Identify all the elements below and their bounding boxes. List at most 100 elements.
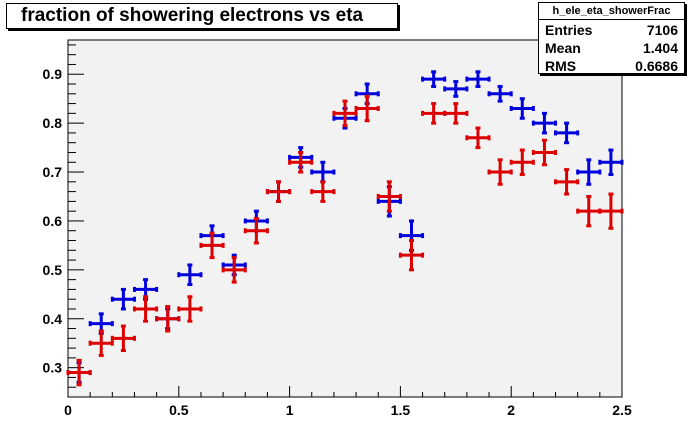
data-point: [398, 239, 425, 272]
data-point: [554, 121, 580, 145]
error-cap: [519, 148, 525, 152]
error-cap: [165, 305, 171, 309]
error-cap: [398, 198, 402, 204]
error-cap: [88, 370, 92, 376]
data-point: [531, 138, 558, 167]
error-cap: [620, 159, 624, 165]
error-cap: [531, 149, 535, 155]
error-cap: [354, 91, 358, 97]
error-cap: [265, 189, 269, 195]
error-cap: [132, 306, 136, 312]
data-point: [221, 256, 247, 284]
error-cap: [98, 329, 104, 333]
error-cap: [209, 231, 215, 235]
data-point: [66, 358, 92, 387]
error-cap: [376, 91, 380, 97]
error-cap: [276, 180, 282, 184]
error-cap: [76, 383, 82, 387]
error-cap: [541, 138, 547, 142]
error-cap: [408, 268, 414, 272]
error-cap: [243, 228, 247, 234]
error-cap: [431, 84, 437, 88]
data-point: [376, 180, 402, 213]
error-cap: [265, 228, 269, 234]
error-cap: [354, 115, 358, 121]
error-cap: [88, 321, 92, 327]
error-cap: [431, 102, 437, 106]
error-cap: [465, 110, 469, 116]
error-cap: [398, 252, 402, 258]
error-cap: [465, 86, 469, 92]
error-cap: [231, 256, 237, 260]
data-point: [443, 80, 469, 98]
error-cap: [408, 239, 414, 243]
error-cap: [576, 169, 580, 175]
error-cap: [231, 280, 237, 284]
error-cap: [564, 121, 570, 125]
error-cap: [132, 296, 136, 302]
data-point: [310, 180, 336, 203]
error-cap: [564, 141, 570, 145]
error-cap: [475, 84, 481, 88]
error-cap: [598, 208, 602, 214]
error-cap: [253, 209, 259, 213]
error-cap: [497, 84, 503, 88]
data-point: [465, 126, 491, 150]
error-cap: [598, 169, 602, 175]
error-cap: [608, 148, 614, 152]
data-point: [576, 158, 602, 186]
error-cap: [564, 192, 570, 196]
data-point: [332, 99, 358, 128]
error-cap: [608, 226, 614, 230]
error-cap: [165, 329, 171, 333]
x-tick-label: 0.5: [169, 402, 189, 418]
error-cap: [120, 287, 126, 291]
stats-value: 0.6686: [635, 58, 678, 74]
error-cap: [177, 306, 181, 312]
error-cap: [155, 316, 159, 322]
error-cap: [88, 340, 92, 346]
data-point: [177, 295, 203, 323]
error-cap: [253, 241, 259, 245]
error-cap: [497, 182, 503, 186]
error-cap: [586, 182, 592, 186]
error-cap: [288, 189, 292, 195]
error-cap: [209, 256, 215, 260]
error-cap: [110, 296, 114, 302]
error-cap: [431, 121, 437, 125]
error-cap: [564, 168, 570, 172]
stats-row-entries: Entries 7106: [545, 21, 678, 39]
error-cap: [487, 169, 491, 175]
error-cap: [453, 94, 459, 98]
error-cap: [620, 208, 624, 214]
y-tick-label: 0.4: [43, 311, 63, 327]
data-point: [177, 263, 203, 287]
error-cap: [421, 76, 425, 82]
error-cap: [110, 340, 114, 346]
data-point: [598, 192, 624, 230]
error-cap: [509, 169, 513, 175]
error-cap: [487, 135, 491, 141]
error-cap: [398, 233, 402, 239]
x-tick-label: 1: [286, 402, 294, 418]
data-point: [443, 102, 469, 125]
stats-row-rms: RMS 0.6686: [545, 57, 678, 75]
y-tick-label: 0.6: [43, 213, 63, 229]
y-tick-label: 0.9: [43, 66, 63, 82]
error-cap: [354, 105, 358, 111]
chart-title-box: fraction of showering electrons vs eta: [6, 3, 398, 29]
chart-title: fraction of showering electrons vs eta: [21, 5, 364, 26]
error-cap: [554, 130, 558, 136]
error-cap: [132, 335, 136, 341]
series-2: [66, 94, 624, 387]
y-tick-label: 0.3: [43, 360, 63, 376]
y-tick-label: 0.7: [43, 164, 63, 180]
error-cap: [298, 170, 304, 174]
error-cap: [143, 278, 149, 282]
error-cap: [199, 233, 203, 239]
error-cap: [288, 154, 292, 160]
axes: 0 0.5 1 1.5 2 2.5 0.3 0.4 0.5 0.6 0.7 0.8 0.9: [43, 44, 632, 418]
data-point: [554, 168, 580, 196]
error-cap: [541, 111, 547, 115]
error-cap: [253, 217, 259, 220]
